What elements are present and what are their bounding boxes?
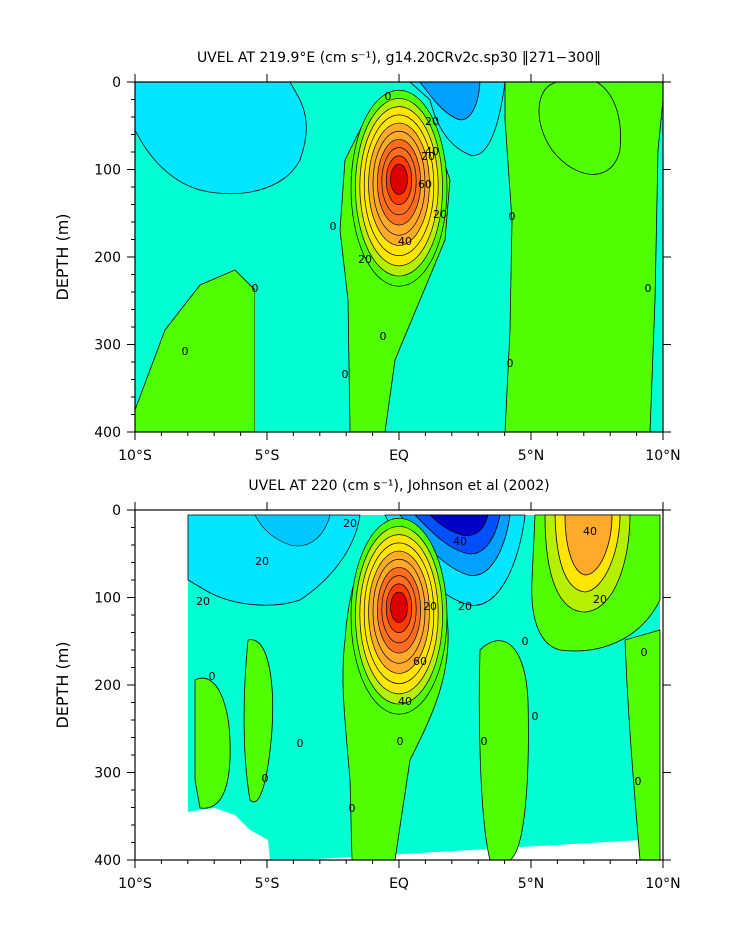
panel-2-countercurrent-core xyxy=(564,514,613,576)
contour-label: 40 xyxy=(398,695,412,708)
y-tick-label: 400 xyxy=(94,853,121,869)
x-tick-label: EQ xyxy=(389,876,409,892)
panel-1-westward-jet-inner xyxy=(419,82,481,121)
contour-label: 0 xyxy=(380,330,387,343)
core-contour-10 xyxy=(390,591,408,623)
contour-label: 40 xyxy=(398,235,412,248)
x-tick-label: 10°N xyxy=(645,448,680,464)
contour-label: 60 xyxy=(418,178,432,191)
contour-label: 0 xyxy=(641,646,648,659)
panel-2-band-s6 xyxy=(243,639,274,803)
panel-2-westward-jet-core xyxy=(429,514,489,537)
contour-label: 20 xyxy=(593,593,607,606)
contour-label: 0 xyxy=(509,210,516,223)
x-tick-label: 5°N xyxy=(518,876,544,892)
panel-2: UVEL AT 220 (cm s⁻¹), Johnson et al (200… xyxy=(53,478,681,892)
contour-label: 20 xyxy=(433,208,447,221)
contour-label: 0 xyxy=(635,775,642,788)
y-tick-label: 0 xyxy=(112,503,121,519)
x-tick-label: 10°N xyxy=(645,876,680,892)
contour-label: 20 xyxy=(255,555,269,568)
contour-label: 0 xyxy=(507,357,514,370)
panel-1-ylabel: DEPTH (m) xyxy=(53,213,72,300)
contour-label: 0 xyxy=(522,635,529,648)
x-tick-label: 5°S xyxy=(255,876,280,892)
contour-label: 0 xyxy=(252,282,259,295)
contour-label: 0 xyxy=(385,90,392,103)
x-tick-label: 10°S xyxy=(118,876,152,892)
panel-1-southern-neutral xyxy=(255,250,350,432)
panel-2-contour-labels: 20 20 20 40 60 20 40 20 40 20 0 0 0 0 0 0 0 0 0 0 xyxy=(196,517,648,815)
y-tick-label: 200 xyxy=(94,250,121,266)
contour-label: 40 xyxy=(583,525,597,538)
contour-label: 0 xyxy=(182,345,189,358)
contour-label: 0 xyxy=(532,710,539,723)
contour-label: 40 xyxy=(453,535,467,548)
contour-label: 0 xyxy=(209,670,216,683)
panel-2-undercurrent-core xyxy=(350,517,448,715)
panel-2-band-s8 xyxy=(194,677,231,809)
panel-1-southwest-westward-cell xyxy=(135,82,307,195)
y-tick-label: 300 xyxy=(94,338,121,354)
x-tick-label: 5°N xyxy=(518,448,544,464)
contour-label: 20 xyxy=(458,600,472,613)
y-tick-label: 100 xyxy=(94,591,121,607)
y-tick-label: 400 xyxy=(94,425,121,441)
y-tick-label: 200 xyxy=(94,678,121,694)
panel-1-north-positive xyxy=(504,82,663,432)
panel-1-title: UVEL AT 219.9°E (cm s⁻¹), g14.20CRv2c.sp… xyxy=(197,50,601,66)
contour-label: 60 xyxy=(413,655,427,668)
x-tick-label: 5°S xyxy=(255,448,280,464)
contour-label: 20 xyxy=(196,595,210,608)
contour-label: 20 xyxy=(421,150,435,163)
panel-2-field xyxy=(135,510,663,860)
contour-label: 0 xyxy=(330,220,337,233)
y-tick-label: 0 xyxy=(112,75,121,91)
panel-2-title: UVEL AT 220 (cm s⁻¹), Johnson et al (200… xyxy=(248,478,549,494)
contour-label: 20 xyxy=(423,600,437,613)
panel-1-field xyxy=(135,82,663,432)
contour-label: 20 xyxy=(343,517,357,530)
x-tick-label: 10°S xyxy=(118,448,152,464)
panel-1-countercurrent-cell xyxy=(538,82,622,175)
contour-label: 0 xyxy=(297,737,304,750)
panel-1: UVEL AT 219.9°E (cm s⁻¹), g14.20CRv2c.sp… xyxy=(53,50,681,464)
contour-label: 40 xyxy=(425,145,439,158)
core-contour-10 xyxy=(390,163,408,195)
contour-label: 20 xyxy=(358,253,372,266)
x-tick-label: EQ xyxy=(389,448,409,464)
contour-label: 0 xyxy=(645,282,652,295)
y-tick-label: 100 xyxy=(94,163,121,179)
contour-label: 20 xyxy=(425,115,439,128)
contour-label: 0 xyxy=(342,368,349,381)
panel-2-ylabel: DEPTH (m) xyxy=(53,641,72,728)
panel-2-band-n3 xyxy=(478,640,529,860)
y-tick-label: 300 xyxy=(94,766,121,782)
contour-label: 0 xyxy=(349,802,356,815)
contour-label: 0 xyxy=(262,772,269,785)
contour-label: 0 xyxy=(397,735,404,748)
panel-1-undercurrent-core xyxy=(350,89,448,287)
contour-label: 0 xyxy=(481,735,488,748)
panel-1-far-north-band xyxy=(649,99,663,432)
panel-2-southern-westward-core xyxy=(254,514,331,547)
